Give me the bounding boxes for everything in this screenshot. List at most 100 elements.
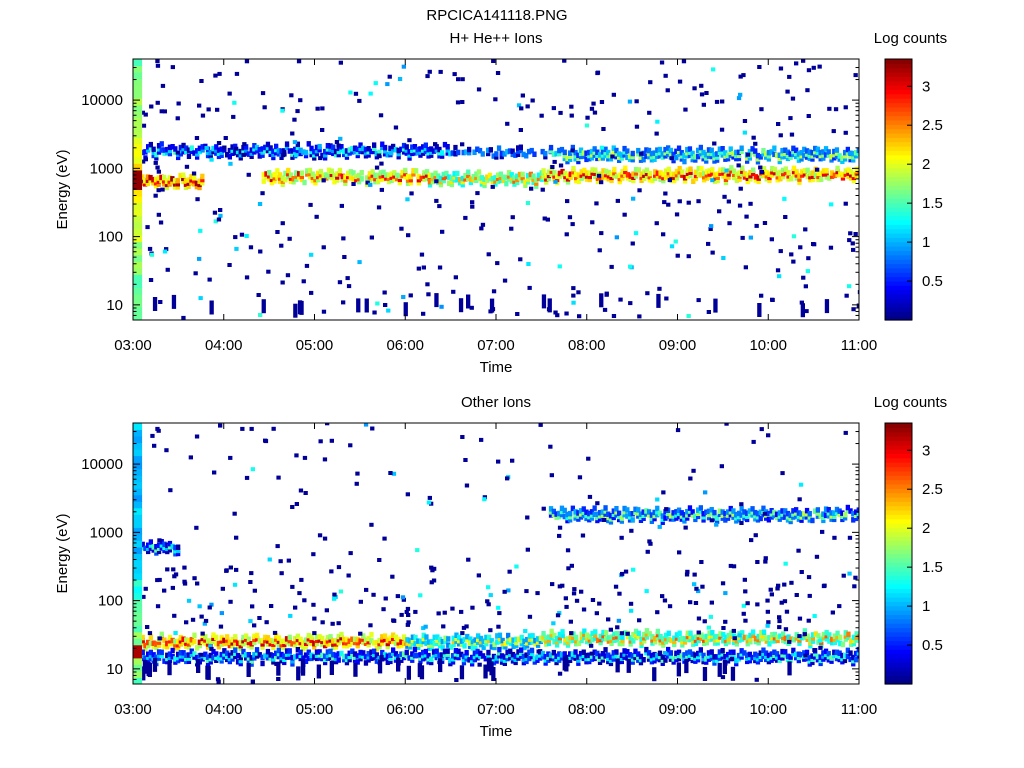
heatmap-cell (197, 642, 202, 649)
heatmap-cell (715, 174, 720, 180)
heatmap-cell (320, 152, 325, 159)
heatmap-cell (355, 636, 360, 643)
heatmap-cell (578, 508, 584, 514)
heatmap-cell (156, 146, 162, 152)
heatmap-cell (568, 174, 573, 181)
heatmap-cell (265, 144, 271, 151)
heatmap-cell (549, 171, 554, 177)
heatmap-cell (543, 153, 548, 160)
heatmap-cell (747, 508, 752, 514)
heatmap-cell (323, 155, 328, 161)
heatmap-cell (736, 149, 742, 156)
heatmap-cell (723, 153, 728, 159)
heatmap-cell (342, 148, 347, 155)
colorbar-swatch (885, 106, 912, 112)
heatmap-cell (696, 650, 701, 657)
heatmap-cell (219, 146, 224, 152)
heatmap-cell (674, 171, 680, 178)
heatmap-cell (846, 170, 851, 176)
heatmap-cell (182, 581, 188, 586)
heatmap-cell (729, 165, 734, 171)
heatmap-cell (782, 599, 788, 604)
heatmap-cell (806, 256, 811, 261)
heatmap-cell (476, 633, 481, 639)
heatmap-cell (723, 173, 729, 179)
heatmap-cell (473, 640, 478, 646)
heatmap-cell (736, 656, 742, 662)
heatmap-cell (172, 178, 178, 184)
heatmap-cell (162, 109, 167, 114)
heatmap-cell (597, 248, 602, 253)
heatmap-cell (690, 153, 695, 160)
heatmap-cell (555, 173, 560, 179)
heatmap-cell (806, 114, 811, 118)
heatmap-cell (509, 172, 514, 178)
heatmap-cell (540, 654, 546, 660)
heatmap-cell (599, 100, 605, 104)
heatmap-cell (181, 639, 186, 646)
heatmap-cell (306, 636, 311, 642)
heatmap-cell (382, 151, 388, 157)
heatmap-cell (606, 156, 611, 162)
heatmap-cell (576, 152, 581, 159)
heatmap-cell (560, 171, 565, 178)
heatmap-cell (589, 653, 595, 659)
heatmap-cell (758, 154, 763, 160)
heatmap-cell (408, 641, 413, 647)
heatmap-cell (249, 426, 254, 431)
heatmap-cell (620, 172, 625, 178)
heatmap-cell (730, 666, 736, 681)
heatmap-cell (748, 173, 753, 179)
colorbar-swatch (885, 514, 912, 520)
heatmap-cell (418, 146, 423, 152)
heatmap-cell (313, 173, 318, 180)
heatmap-cell (189, 648, 194, 654)
heatmap-cell (476, 87, 482, 92)
heatmap-cell (715, 654, 720, 660)
heatmap-cell (514, 564, 519, 569)
heatmap-cell (720, 152, 725, 158)
heatmap-cell (516, 636, 522, 642)
heatmap-cell (774, 654, 780, 660)
heatmap-cell (299, 176, 304, 183)
heatmap-cell (720, 515, 725, 521)
heatmap-cell (487, 172, 493, 179)
heatmap-cell (133, 65, 143, 73)
heatmap-cell (196, 659, 201, 673)
heatmap-cell (510, 651, 516, 658)
heatmap-cell (143, 181, 148, 187)
heatmap-cell (214, 144, 219, 150)
heatmap-cell (614, 173, 620, 180)
heatmap-cell (446, 642, 451, 648)
heatmap-cell (466, 172, 471, 179)
heatmap-cell (633, 654, 638, 661)
heatmap-cell (666, 172, 671, 179)
heatmap-cell (576, 510, 581, 516)
heatmap-cell (499, 659, 505, 665)
heatmap-cell (753, 516, 758, 522)
heatmap-cell (377, 637, 382, 644)
heatmap-cell (461, 659, 467, 666)
heatmap-cell (552, 159, 557, 164)
heatmap-cell (167, 634, 173, 641)
heatmap-cell (781, 631, 786, 637)
heatmap-cell (687, 146, 693, 152)
heatmap-cell (565, 173, 571, 179)
heatmap-cell (829, 658, 834, 664)
heatmap-cell (293, 642, 298, 648)
heatmap-cell (423, 655, 428, 661)
heatmap-cell (382, 633, 388, 639)
heatmap-cell (133, 475, 143, 483)
heatmap-cell (430, 175, 435, 182)
heatmap-cell (847, 571, 852, 576)
heatmap-cell (405, 197, 410, 202)
heatmap-cell (140, 640, 145, 647)
heatmap-cell (321, 245, 326, 250)
y-tick-label: 100 (98, 593, 123, 610)
heatmap-cell (423, 148, 428, 155)
heatmap-cell (133, 605, 143, 613)
heatmap-cell (312, 644, 317, 650)
heatmap-cell (669, 156, 674, 161)
colorbar-swatch (885, 211, 912, 217)
heatmap-cell (633, 170, 639, 176)
